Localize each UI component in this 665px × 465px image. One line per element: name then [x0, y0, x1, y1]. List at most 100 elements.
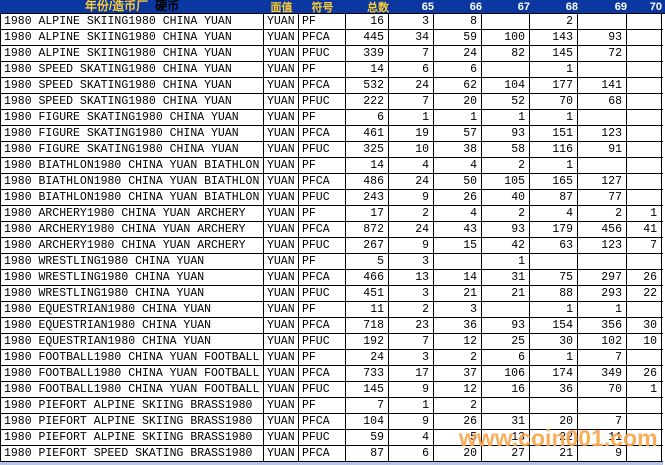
coin-name-cell[interactable]: 1980 ALPINE SKIING1980 CHINA YUAN — [1, 30, 264, 45]
coin-name-cell[interactable]: 1980 WRESTLING1980 CHINA YUAN — [1, 270, 264, 285]
grade-67-cell[interactable] — [482, 302, 530, 317]
grade-67-cell[interactable]: 58 — [482, 142, 530, 157]
total-cell[interactable]: 14 — [346, 158, 389, 173]
grade-66-cell[interactable]: 38 — [434, 142, 482, 157]
symbol-cell[interactable]: PFCA — [299, 270, 346, 285]
grade-70-cell[interactable] — [627, 446, 662, 461]
symbol-cell[interactable]: PFUC — [299, 430, 346, 445]
grade-65-cell[interactable]: 1 — [389, 398, 434, 413]
grade-65-cell[interactable]: 24 — [389, 222, 434, 237]
grade-67-cell[interactable]: 2 — [482, 158, 530, 173]
coin-name-cell[interactable]: 1980 FIGURE SKATING1980 CHINA YUAN — [1, 126, 264, 141]
symbol-cell[interactable]: PF — [299, 302, 346, 317]
grade-70-cell[interactable] — [627, 190, 662, 205]
grade-67-cell[interactable] — [482, 398, 530, 413]
coin-name-cell[interactable]: 1980 ARCHERY1980 CHINA YUAN ARCHERY — [1, 206, 264, 221]
grade-66-cell[interactable]: 4 — [434, 158, 482, 173]
grade-70-cell[interactable]: 26 — [627, 366, 662, 381]
grade-66-cell[interactable]: 12 — [434, 382, 482, 397]
table-row[interactable]: 1980 ARCHERY1980 CHINA YUAN ARCHERY YUAN P… — [0, 238, 663, 254]
total-cell[interactable]: 445 — [346, 30, 389, 45]
face-value-cell[interactable]: YUAN — [264, 126, 299, 141]
table-row[interactable]: 1980 EQUESTRIAN1980 CHINA YUAN YUAN PFUC 19… — [0, 334, 663, 350]
grade-69-cell[interactable]: 297 — [578, 270, 627, 285]
table-row[interactable]: 1980 WRESTLING1980 CHINA YUAN YUAN PFCA 466… — [0, 270, 663, 286]
total-cell[interactable]: 872 — [346, 222, 389, 237]
grade-70-cell[interactable] — [627, 302, 662, 317]
grade-68-cell[interactable] — [530, 254, 578, 269]
grade-67-cell[interactable]: 21 — [482, 286, 530, 301]
face-value-cell[interactable]: YUAN — [264, 30, 299, 45]
grade-65-cell[interactable]: 13 — [389, 270, 434, 285]
table-row[interactable]: 1980 FOOTBALL1980 CHINA YUAN FOOTBALL YUA… — [0, 366, 663, 382]
table-row[interactable]: 1980 ARCHERY1980 CHINA YUAN ARCHERY YUAN P… — [0, 206, 663, 222]
grade-65-cell[interactable]: 7 — [389, 334, 434, 349]
symbol-cell[interactable]: PF — [299, 398, 346, 413]
coin-name-cell[interactable]: 1980 PIEFORT ALPINE SKIING BRASS1980 — [1, 414, 264, 429]
grade-66-cell[interactable]: 24 — [434, 46, 482, 61]
table-row[interactable]: 1980 WRESTLING1980 CHINA YUAN YUAN PF 5 3 1 — [0, 254, 663, 270]
grade-70-cell[interactable]: 7 — [627, 238, 662, 253]
grade-68-cell[interactable]: 177 — [530, 78, 578, 93]
table-row[interactable]: 1980 PIEFORT ALPINE SKIING BRASS1980 YUAN… — [0, 430, 663, 446]
grade-68-cell[interactable]: 63 — [530, 238, 578, 253]
grade-70-cell[interactable]: 1 — [627, 382, 662, 397]
symbol-cell[interactable]: PF — [299, 14, 346, 29]
coin-name-cell[interactable]: 1980 PIEFORT ALPINE SKIING BRASS1980 — [1, 398, 264, 413]
grade-69-cell[interactable] — [578, 158, 627, 173]
table-row[interactable]: 1980 FOOTBALL1980 CHINA YUAN FOOTBALL YUA… — [0, 350, 663, 366]
total-cell[interactable]: 718 — [346, 318, 389, 333]
grade-70-cell[interactable]: 26 — [627, 270, 662, 285]
grade-70-cell[interactable] — [627, 414, 662, 429]
grade-66-cell[interactable]: 14 — [434, 270, 482, 285]
grade-69-cell[interactable]: 127 — [578, 174, 627, 189]
total-cell[interactable]: 11 — [346, 302, 389, 317]
coin-name-cell[interactable]: 1980 FIGURE SKATING1980 CHINA YUAN — [1, 110, 264, 125]
face-value-cell[interactable]: YUAN — [264, 254, 299, 269]
grade-68-cell[interactable]: 21 — [530, 446, 578, 461]
grade-67-cell[interactable]: 105 — [482, 174, 530, 189]
grade-67-cell[interactable]: 1 — [482, 254, 530, 269]
grade-66-cell[interactable]: 21 — [434, 286, 482, 301]
grade-68-cell[interactable]: 154 — [530, 318, 578, 333]
face-value-cell[interactable]: YUAN — [264, 62, 299, 77]
grade-69-cell[interactable]: 70 — [578, 382, 627, 397]
face-value-cell[interactable]: YUAN — [264, 270, 299, 285]
grade-65-cell[interactable]: 9 — [389, 190, 434, 205]
symbol-cell[interactable]: PFCA — [299, 414, 346, 429]
grade-66-cell[interactable]: 2 — [434, 350, 482, 365]
grade-69-cell[interactable]: 7 — [578, 350, 627, 365]
grade-68-cell[interactable] — [530, 398, 578, 413]
coin-name-cell[interactable]: 1980 PIEFORT SPEED SKATING BRASS1980 — [1, 446, 264, 461]
total-cell[interactable]: 145 — [346, 382, 389, 397]
grade-65-cell[interactable]: 7 — [389, 94, 434, 109]
grade-67-cell[interactable]: 25 — [482, 334, 530, 349]
symbol-cell[interactable]: PFCA — [299, 366, 346, 381]
grade-66-cell[interactable]: 26 — [434, 190, 482, 205]
total-cell[interactable]: 104 — [346, 414, 389, 429]
table-row[interactable]: 1980 FIGURE SKATING1980 CHINA YUAN YUAN PF… — [0, 142, 663, 158]
grade-69-cell[interactable] — [578, 254, 627, 269]
table-row[interactable]: 1980 BIATHLON1980 CHINA YUAN BIATHLON YUA… — [0, 174, 663, 190]
grade-68-cell[interactable]: 36 — [530, 382, 578, 397]
face-value-cell[interactable]: YUAN — [264, 382, 299, 397]
grade-68-cell[interactable]: 116 — [530, 142, 578, 157]
grade-66-cell[interactable]: 26 — [434, 414, 482, 429]
table-row[interactable]: 1980 BIATHLON1980 CHINA YUAN BIATHLON YUA… — [0, 190, 663, 206]
grade-69-cell[interactable]: 141 — [578, 78, 627, 93]
grade-65-cell[interactable]: 17 — [389, 366, 434, 381]
grade-66-cell[interactable]: 57 — [434, 126, 482, 141]
face-value-cell[interactable]: YUAN — [264, 158, 299, 173]
face-value-cell[interactable]: YUAN — [264, 430, 299, 445]
grade-65-cell[interactable]: 3 — [389, 14, 434, 29]
total-cell[interactable]: 5 — [346, 254, 389, 269]
coin-name-cell[interactable]: 1980 BIATHLON1980 CHINA YUAN BIATHLON — [1, 190, 264, 205]
total-cell[interactable]: 243 — [346, 190, 389, 205]
grade-67-cell[interactable]: 31 — [482, 414, 530, 429]
face-value-cell[interactable]: YUAN — [264, 110, 299, 125]
grade-69-cell[interactable] — [578, 14, 627, 29]
table-row[interactable]: 1980 FOOTBALL1980 CHINA YUAN FOOTBALL YUA… — [0, 382, 663, 398]
grade-65-cell[interactable]: 2 — [389, 206, 434, 221]
table-row[interactable]: 1980 FIGURE SKATING1980 CHINA YUAN YUAN PF… — [0, 110, 663, 126]
grade-70-cell[interactable]: 10 — [627, 334, 662, 349]
